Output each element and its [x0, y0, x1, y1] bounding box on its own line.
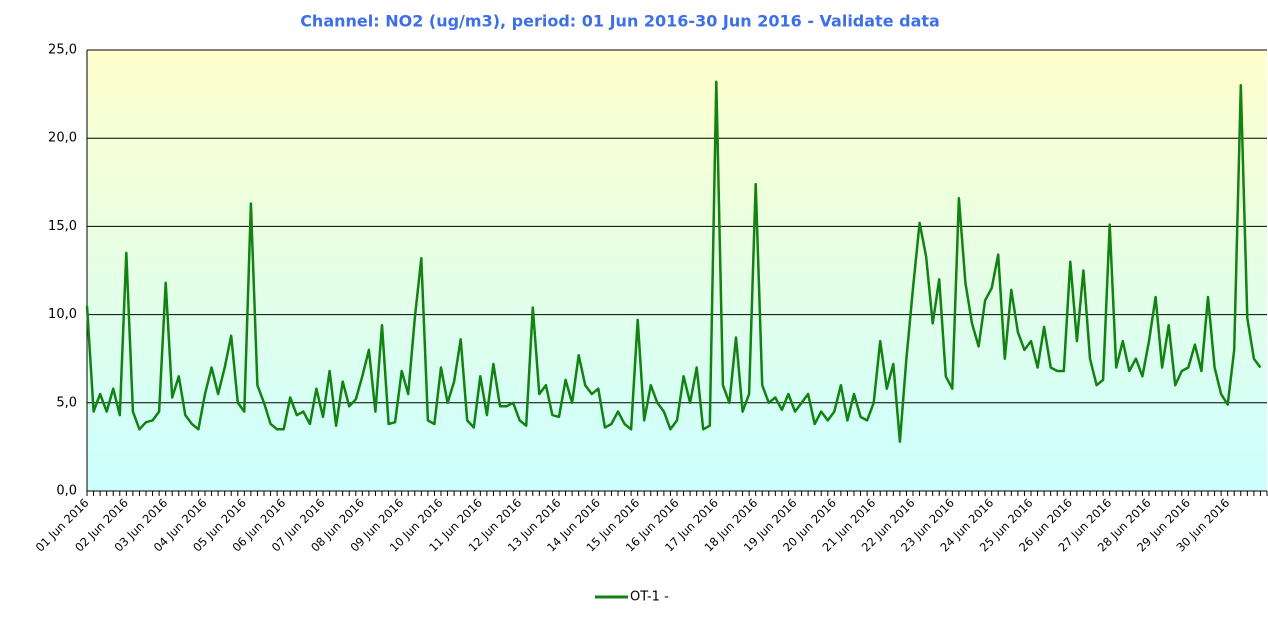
y-tick-label: 10,0 — [48, 307, 77, 322]
legend-label: OT-1 - — [630, 590, 669, 605]
y-tick-label: 5,0 — [56, 395, 77, 410]
y-tick-label: 25,0 — [48, 43, 77, 58]
y-tick-label: 0,0 — [56, 484, 77, 499]
y-tick-label: 20,0 — [48, 131, 77, 146]
data-line — [85, 80, 1262, 443]
chart-title: Channel: NO2 (ug/m3), period: 01 Jun 201… — [300, 12, 940, 31]
y-tick-label: 15,0 — [48, 219, 77, 234]
plot-area — [87, 50, 1267, 491]
